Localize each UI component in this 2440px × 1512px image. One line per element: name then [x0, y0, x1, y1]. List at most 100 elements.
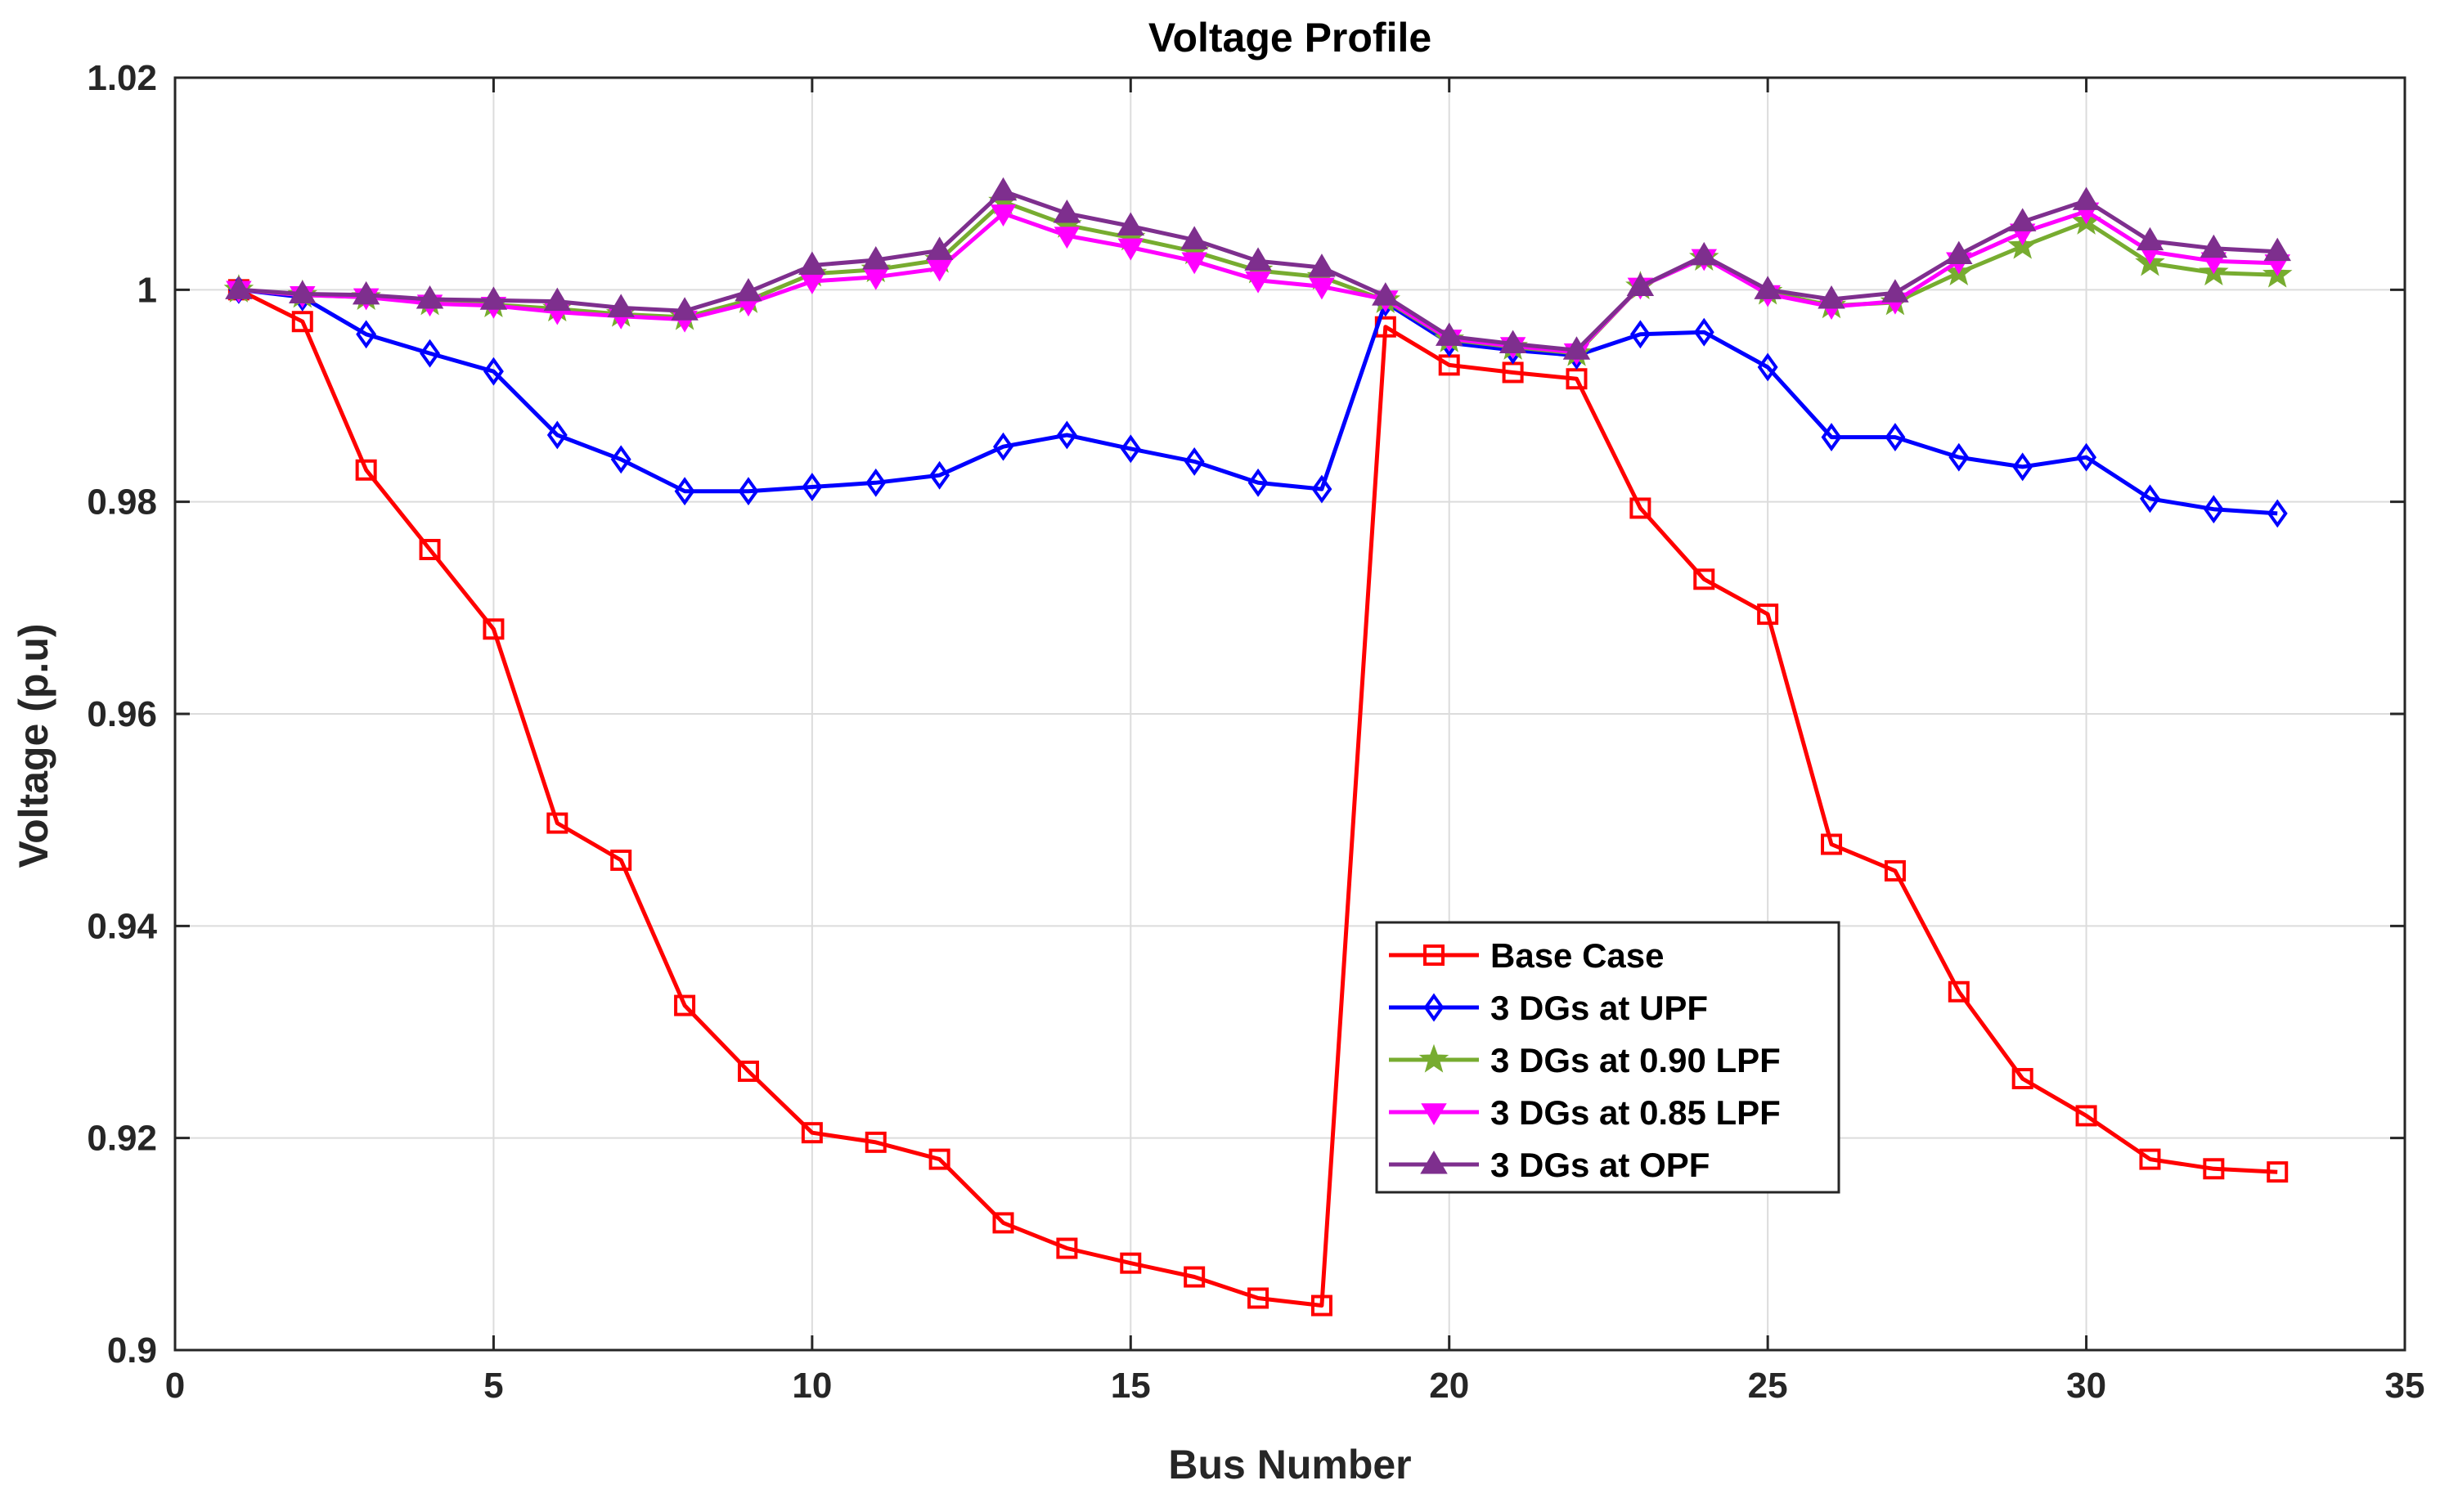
data-point	[1754, 276, 1782, 299]
data-point	[1310, 1294, 1332, 1317]
legend-marker	[1418, 1043, 1449, 1073]
data-point	[546, 420, 568, 450]
x-axis-label: Bus Number	[1168, 1442, 1411, 1487]
data-point	[1945, 240, 1973, 265]
data-point	[1818, 285, 1845, 309]
data-point	[735, 277, 762, 302]
legend-label: 3 DGs at 0.85 LPF	[1490, 1093, 1781, 1132]
y-tick-label: 0.94	[87, 906, 157, 946]
data-point	[865, 468, 887, 497]
data-point	[610, 849, 632, 871]
legend-label: 3 DGs at OPF	[1490, 1146, 1710, 1184]
legend-entry: 3 DGs at 0.85 LPF	[1389, 1093, 1781, 1132]
data-point	[2267, 499, 2288, 528]
data-point	[990, 204, 1017, 227]
x-tick-label: 25	[1748, 1366, 1788, 1406]
data-point	[355, 459, 377, 481]
data-point	[2140, 484, 2160, 514]
data-point	[1435, 322, 1463, 346]
series-5	[225, 177, 2291, 360]
legend-marker	[1420, 1151, 1448, 1174]
data-point	[416, 285, 444, 309]
data-point	[928, 1148, 950, 1170]
data-point	[2203, 495, 2224, 524]
series-line	[237, 288, 2278, 1308]
x-tick-label: 0	[165, 1366, 185, 1406]
y-axis-label: Voltage (p.u)	[11, 623, 56, 868]
data-point	[992, 1212, 1014, 1234]
x-tick-label: 5	[483, 1366, 503, 1406]
data-point	[420, 339, 441, 368]
y-tick-label: 0.9	[107, 1330, 157, 1371]
x-tick-label: 30	[2066, 1366, 2106, 1406]
data-point	[2200, 234, 2228, 258]
data-point	[1053, 200, 1081, 223]
data-point	[607, 294, 635, 317]
data-point	[1247, 1287, 1269, 1309]
data-point	[798, 251, 826, 276]
data-point	[546, 812, 568, 834]
data-point	[925, 236, 954, 260]
data-point	[610, 445, 631, 474]
legend-entry: Base Case	[1389, 936, 1664, 975]
legend-entry: 3 DGs at 0.90 LPF	[1389, 1041, 1781, 1079]
data-point	[1821, 833, 1843, 855]
data-point	[2075, 1105, 2097, 1127]
data-point	[356, 320, 377, 349]
data-point	[1120, 434, 1141, 464]
data-point	[1184, 1266, 1206, 1288]
legend-entry: 3 DGs at OPF	[1389, 1146, 1710, 1184]
data-point	[1244, 247, 1272, 271]
data-point	[1693, 317, 1714, 347]
legend-entry: 3 DGs at UPF	[1389, 989, 1708, 1027]
data-point	[1054, 227, 1081, 249]
y-tick-label: 0.92	[87, 1119, 157, 1159]
data-point	[1499, 330, 1527, 353]
data-point	[674, 994, 696, 1016]
legend-marker	[1421, 1103, 1447, 1125]
data-point	[801, 1122, 823, 1144]
data-point	[929, 460, 950, 490]
data-point	[1690, 241, 1719, 266]
data-point	[1566, 368, 1588, 390]
data-point	[2203, 1158, 2225, 1180]
y-tick-label: 0.96	[87, 694, 157, 734]
legend: Base Case 3 DGs at UPF 3 DGs at 0.90 LPF 3 …	[1375, 921, 1840, 1194]
x-tick-label: 20	[1429, 1366, 1469, 1406]
data-point	[1308, 253, 1336, 277]
legend-label: Base Case	[1490, 936, 1664, 975]
data-point	[2008, 208, 2037, 231]
data-point	[1056, 420, 1077, 450]
data-point	[1117, 238, 1144, 261]
data-point	[671, 297, 699, 321]
y-tick-label: 0.98	[87, 482, 157, 523]
data-point	[802, 473, 823, 501]
data-point	[737, 1060, 759, 1082]
data-point	[2012, 452, 2033, 482]
data-point	[543, 287, 572, 312]
series-line	[238, 287, 2278, 516]
data-point	[289, 280, 317, 304]
data-point	[2011, 1068, 2033, 1090]
data-point	[291, 311, 313, 333]
data-point	[1757, 603, 1779, 626]
legend-label: 3 DGs at 0.90 LPF	[1490, 1041, 1781, 1079]
data-point	[1247, 468, 1269, 497]
x-tick-label: 35	[2385, 1366, 2425, 1406]
data-point	[1372, 282, 1400, 306]
data-point	[1884, 859, 1906, 882]
data-point	[2072, 186, 2101, 210]
series-layer	[223, 177, 2293, 1317]
y-tick-label: 1.02	[87, 58, 157, 98]
data-point	[2076, 442, 2097, 472]
x-tick-label: 10	[792, 1366, 832, 1406]
data-point	[1180, 226, 1208, 249]
data-point	[419, 539, 441, 561]
chart-title: Voltage Profile	[1148, 15, 1431, 61]
data-point	[352, 280, 380, 305]
data-point	[1821, 423, 1842, 452]
data-point	[989, 177, 1018, 201]
